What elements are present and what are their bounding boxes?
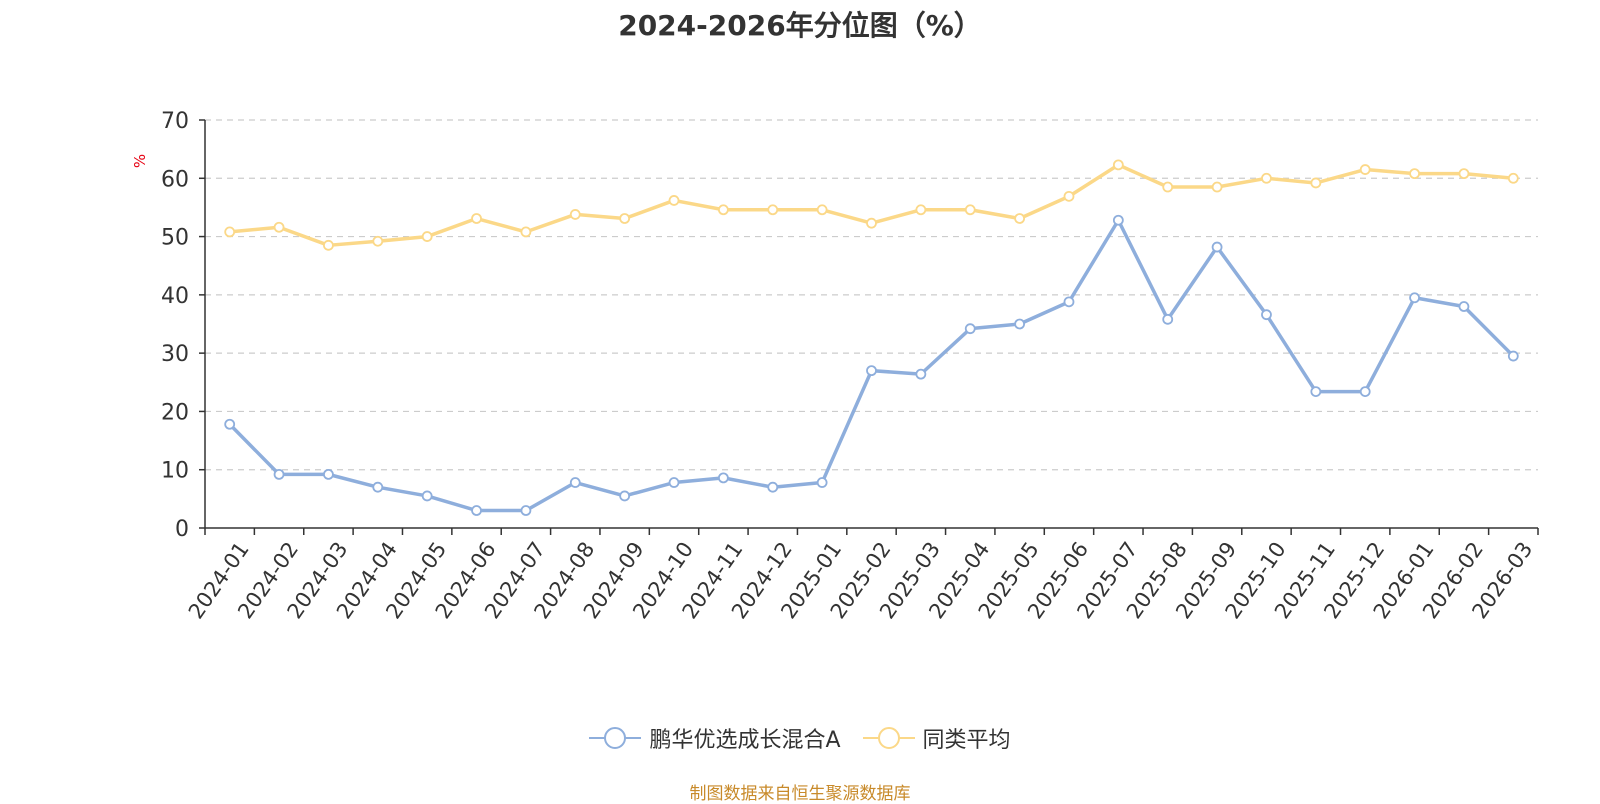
legend-item-fund[interactable]: 鹏华优选成长混合A: [589, 722, 841, 754]
data-point: [1310, 386, 1322, 398]
data-point: [323, 468, 334, 480]
data-point: [421, 231, 433, 242]
y-tick-label: 20: [161, 400, 189, 425]
data-point: [273, 221, 285, 233]
y-tick-label: 60: [161, 167, 189, 192]
data-point: [1063, 190, 1075, 202]
data-point: [323, 239, 334, 251]
data-point: [964, 323, 976, 335]
data-point: [1409, 168, 1420, 180]
data-point: [569, 209, 581, 220]
data-point: [1359, 164, 1371, 175]
data-point: [421, 490, 433, 502]
data-point: [866, 217, 877, 229]
data-point: [767, 481, 779, 493]
y-tick-label: 10: [161, 459, 189, 484]
data-point: [1458, 301, 1470, 312]
legend-marker-average-icon: [862, 727, 915, 749]
data-point: [1112, 159, 1124, 171]
data-point: [372, 235, 384, 247]
source-note: 制图数据来自恒生聚源数据库: [689, 784, 911, 804]
data-point: [866, 365, 877, 377]
data-point: [1162, 313, 1174, 325]
data-point: [619, 490, 631, 502]
data-point: [224, 226, 236, 238]
y-tick-label: 70: [161, 109, 189, 134]
legend: 鹏华优选成长混合A 同类平均: [0, 722, 1600, 754]
data-point: [1261, 309, 1272, 321]
data-point: [1211, 241, 1223, 253]
data-point: [1261, 172, 1272, 184]
data-point: [1359, 386, 1371, 398]
data-point: [273, 468, 285, 480]
data-point: [964, 204, 976, 216]
legend-item-average[interactable]: 同类平均: [862, 722, 1011, 754]
data-point: [717, 204, 729, 216]
data-point: [668, 195, 680, 206]
data-point: [471, 505, 482, 516]
data-point: [1409, 292, 1420, 304]
data-point: [816, 477, 828, 488]
data-point: [1014, 318, 1026, 330]
data-point: [1458, 168, 1470, 180]
data-point: [1310, 177, 1322, 189]
y-tick-label: 0: [175, 517, 189, 542]
data-point: [372, 481, 384, 493]
data-point: [816, 204, 828, 216]
data-point: [915, 204, 927, 216]
chart-title: 2024-2026年分位图（%）: [618, 9, 982, 42]
legend-label-average: 同类平均: [922, 728, 1011, 753]
series-line: [229, 163, 1514, 248]
y-tick-label: 40: [161, 284, 189, 309]
data-point: [717, 472, 729, 484]
data-point: [1162, 181, 1174, 193]
data-point: [668, 477, 680, 488]
y-tick-label: 30: [161, 342, 189, 367]
data-point: [471, 213, 482, 224]
data-point: [1063, 296, 1075, 308]
data-point: [915, 368, 927, 380]
chart-area: 0102030405060702024-012024-022024-032024…: [161, 109, 1539, 623]
legend-label-fund: 鹏华优选成长混合A: [649, 728, 841, 753]
data-point: [1014, 213, 1026, 224]
data-point: [520, 505, 532, 516]
data-point: [569, 477, 581, 488]
data-point: [1211, 181, 1223, 193]
legend-marker-fund-icon: [589, 727, 642, 749]
data-point: [767, 204, 779, 216]
data-point: [619, 213, 631, 224]
data-point: [1112, 214, 1124, 226]
data-point: [224, 418, 236, 430]
data-point: [1507, 172, 1519, 184]
data-point: [520, 226, 532, 238]
data-point: [1507, 350, 1519, 362]
y-tick-label: 50: [161, 226, 189, 251]
